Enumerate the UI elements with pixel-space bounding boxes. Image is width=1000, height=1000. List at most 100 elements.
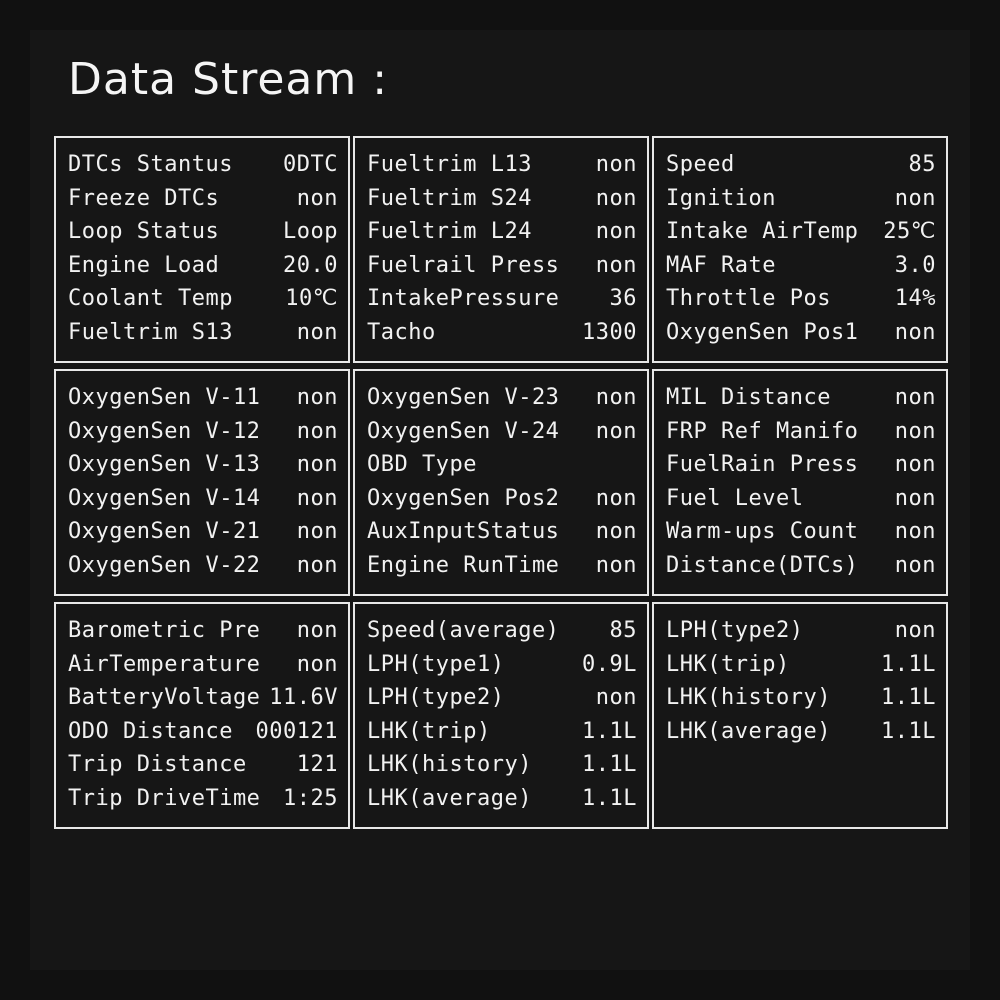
param-label: OxygenSen V-13 [68, 448, 260, 482]
param-value: 1300 [574, 316, 637, 350]
data-row: OxygenSen V-14non [68, 482, 338, 516]
data-row: LHK(trip) 1.1L [666, 648, 936, 682]
param-label: OxygenSen V-23 [367, 381, 559, 415]
param-value: non [588, 415, 637, 449]
param-label: ODO Distance [68, 715, 233, 749]
param-value: non [887, 381, 936, 415]
param-label: Freeze DTCs [68, 182, 219, 216]
param-value: 0DTC [275, 148, 338, 182]
data-row: OxygenSen Pos2non [367, 482, 637, 516]
param-value: non [588, 148, 637, 182]
param-value: non [289, 448, 338, 482]
param-label: Tacho [367, 316, 436, 350]
data-row: OxygenSen V-21non [68, 515, 338, 549]
param-value: non [887, 482, 936, 516]
data-row: LHK(average)1.1L [666, 715, 936, 749]
param-label: LHK(average) [367, 782, 532, 816]
param-label: IntakePressure [367, 282, 559, 316]
param-label: Trip Distance [68, 748, 247, 782]
param-label: Distance(DTCs) [666, 549, 858, 583]
param-value: non [887, 515, 936, 549]
param-label: OxygenSen V-24 [367, 415, 559, 449]
param-label: LHK(trip) [666, 648, 790, 682]
param-value: 1.1L [873, 648, 936, 682]
data-cell-3: OxygenSen V-11nonOxygenSen V-12nonOxygen… [54, 369, 350, 596]
param-value: non [289, 182, 338, 216]
data-row: OxygenSen Pos1 non [666, 316, 936, 350]
param-label: LHK(trip) [367, 715, 491, 749]
data-row: OxygenSen V-13 non [68, 448, 338, 482]
param-value: non [289, 614, 338, 648]
data-row: Fuel Level non [666, 482, 936, 516]
param-label: Intake AirTemp [666, 215, 858, 249]
param-value: non [289, 482, 338, 516]
data-cell-7: Speed(average)85LPH(type1)0.9LLPH(type2)… [353, 602, 649, 829]
param-label: MAF Rate [666, 249, 776, 283]
param-value: non [588, 549, 637, 583]
data-grid: DTCs Stantus0DTCFreeze DTCsnonLoop Statu… [54, 136, 948, 829]
param-value: non [588, 381, 637, 415]
param-value: non [887, 182, 936, 216]
param-value: 1:25 [275, 782, 338, 816]
data-row: LPH(type2)non [666, 614, 936, 648]
data-row: OxygenSen V-11non [68, 381, 338, 415]
param-value: 121 [289, 748, 338, 782]
data-row: LHK(trip)1.1L [367, 715, 637, 749]
param-label: Fuelrail Press [367, 249, 559, 283]
param-label: FRP Ref Manifo [666, 415, 858, 449]
data-row: Freeze DTCs non [68, 182, 338, 216]
data-row: Speed85 [666, 148, 936, 182]
param-value: 10℃ [277, 282, 338, 316]
data-row: OxygenSen V-12non [68, 415, 338, 449]
data-stream-screen: Data Stream : DTCs Stantus0DTCFreeze DTC… [30, 30, 970, 970]
param-value: non [887, 549, 936, 583]
param-label: BatteryVoltage [68, 681, 260, 715]
param-label: FuelRain Press [666, 448, 858, 482]
data-row: LHK(history)1.1L [666, 681, 936, 715]
param-label: OxygenSen V-11 [68, 381, 260, 415]
param-label: Fuel Level [666, 482, 803, 516]
data-row: AuxInputStatusnon [367, 515, 637, 549]
data-row: Speed(average)85 [367, 614, 637, 648]
data-row: Fuelrail Press non [367, 249, 637, 283]
data-row: Loop StatusLoop [68, 215, 338, 249]
param-label: Fueltrim S24 [367, 182, 532, 216]
data-cell-2: Speed85IgnitionnonIntake AirTemp25℃MAF R… [652, 136, 948, 363]
param-label: Coolant Temp [68, 282, 233, 316]
param-value: non [588, 182, 637, 216]
param-label: Engine RunTime [367, 549, 559, 583]
param-label: OxygenSen V-21 [68, 515, 260, 549]
data-row: MAF Rate3.0 [666, 249, 936, 283]
param-value: 1.1L [574, 748, 637, 782]
param-value: 25℃ [875, 215, 936, 249]
param-value: 36 [602, 282, 638, 316]
param-label: Fueltrim L24 [367, 215, 532, 249]
param-value: non [887, 316, 936, 350]
data-row: Fueltrim S13non [68, 316, 338, 350]
data-row: Warm-ups Countnon [666, 515, 936, 549]
param-value: non [588, 249, 637, 283]
data-row: IntakePressure 36 [367, 282, 637, 316]
param-label: Engine Load [68, 249, 219, 283]
data-row: LPH(type1)0.9L [367, 648, 637, 682]
data-cell-8: LPH(type2)nonLHK(trip) 1.1LLHK(history)1.… [652, 602, 948, 829]
data-row: Trip Distance 121 [68, 748, 338, 782]
data-row: BatteryVoltage11.6V [68, 681, 338, 715]
param-label: Speed [666, 148, 735, 182]
data-row: FRP Ref Manifonon [666, 415, 936, 449]
param-value: 11.6V [261, 681, 338, 715]
data-row: Fueltrim L13non [367, 148, 637, 182]
param-label: Fueltrim S13 [68, 316, 233, 350]
data-row: ODO Distance000121 [68, 715, 338, 749]
data-cell-1: Fueltrim L13nonFueltrim S24 non Fueltrim L… [353, 136, 649, 363]
data-row: Barometric Prenon [68, 614, 338, 648]
param-value: Loop [275, 215, 338, 249]
param-value: non [588, 515, 637, 549]
param-value: 20.0 [275, 249, 338, 283]
param-label: OxygenSen Pos1 [666, 316, 858, 350]
data-row: OxygenSen V-24 non [367, 415, 637, 449]
param-label: OxygenSen V-22 [68, 549, 260, 583]
data-cell-4: OxygenSen V-23nonOxygenSen V-24nonOBD Ty… [353, 369, 649, 596]
data-cell-5: MIL DistancenonFRP Ref ManifononFuelRain… [652, 369, 948, 596]
param-label: LPH(type2) [666, 614, 803, 648]
